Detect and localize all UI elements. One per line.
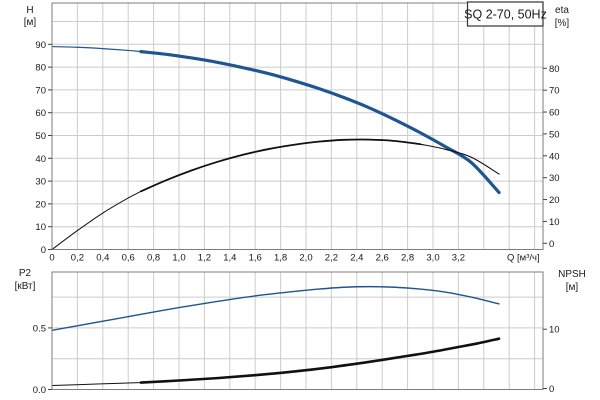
q-axis-label: Q [м³/ч] xyxy=(507,253,540,264)
plot-border xyxy=(51,2,544,250)
x-axis-tick-label: 0,8 xyxy=(147,253,160,264)
x-axis-tick-label: 2,8 xyxy=(401,253,414,264)
left-axis-tick-label: 0 xyxy=(41,245,46,256)
curve-H xyxy=(51,45,142,53)
x-axis-tick-label: 0,6 xyxy=(122,253,135,264)
x-axis-tick-label: 0 xyxy=(49,253,54,264)
eta-axis-label: eta xyxy=(555,5,569,16)
x-axis-tick-label: 1,2 xyxy=(198,253,211,264)
right-axis-tick-label: 70 xyxy=(549,86,560,97)
curves-layer xyxy=(51,45,501,387)
x-axis-tick-label: 2,2 xyxy=(325,253,338,264)
x-axis-tick-label: 0,4 xyxy=(96,253,109,264)
left-axis-tick-label: 10 xyxy=(35,222,46,233)
left-axis-tick-label: 20 xyxy=(35,199,46,210)
right-axis-tick-label: 0 xyxy=(549,239,554,250)
right-axis-tick-label: 10 xyxy=(549,217,560,228)
left-axis-tick-label: 30 xyxy=(35,177,46,188)
right-axis-tick-label: 10 xyxy=(549,325,560,336)
plot-frame-layer xyxy=(51,2,544,390)
left-axis-tick-label: 0.5 xyxy=(33,323,46,334)
right-axis-tick-label: 0 xyxy=(549,384,554,395)
eta-axis-unit: [%] xyxy=(555,18,570,29)
curve-H xyxy=(139,50,501,195)
x-axis-tick-label: 3,2 xyxy=(452,253,465,264)
x-axis-tick-label: 2,6 xyxy=(376,253,389,264)
left-axis-tick-label: 50 xyxy=(35,131,46,142)
left-axis-tick-label: 80 xyxy=(35,63,46,74)
chart-title: SQ 2-70, 50Hz xyxy=(464,8,547,22)
left-axis-tick-label: 0.0 xyxy=(33,385,46,396)
right-axis-tick-label: 80 xyxy=(549,64,560,75)
h-axis-unit: [м] xyxy=(24,17,37,28)
x-axis-tick-label: 2,4 xyxy=(350,253,363,264)
x-axis-tick-label: 1,8 xyxy=(274,253,287,264)
plot-border xyxy=(51,271,544,390)
right-axis-tick-label: 60 xyxy=(549,108,560,119)
curve-NPSH xyxy=(51,382,142,387)
x-axis-tick-label: 0,2 xyxy=(71,253,84,264)
p2-axis-label: P2 xyxy=(19,268,32,279)
title-box xyxy=(466,1,544,27)
tick-labels-layer: 0 10 20 30 40 50 60 70 80 90 0 10 20 30 40 50 60 70 80 0 0,2… xyxy=(33,40,560,396)
right-axis-tick-label: 20 xyxy=(549,195,560,206)
x-axis-tick-label: 3,0 xyxy=(426,253,439,264)
h-axis-label: H xyxy=(26,5,33,16)
curve-P2 xyxy=(51,285,500,332)
curve-eta xyxy=(419,143,500,175)
x-axis-tick-label: 1,6 xyxy=(249,253,262,264)
left-axis-tick-label: 40 xyxy=(35,154,46,165)
left-axis-tick-label: 60 xyxy=(35,108,46,119)
right-axis-tick-label: 40 xyxy=(549,151,560,162)
x-axis-tick-label: 1,0 xyxy=(172,253,185,264)
curve-eta xyxy=(51,190,142,250)
x-axis-tick-label: 1,4 xyxy=(223,253,236,264)
right-axis-tick-label: 50 xyxy=(549,129,560,140)
curve-NPSH xyxy=(139,337,501,384)
right-axis-tick-label: 30 xyxy=(549,173,560,184)
npsh-axis-unit: [м] xyxy=(566,282,579,293)
gridlines-layer xyxy=(52,3,543,390)
npsh-axis-label: NPSH xyxy=(558,269,586,280)
x-axis-tick-label: 2,0 xyxy=(299,253,312,264)
p2-axis-unit: [кВт] xyxy=(15,281,36,292)
curve-eta xyxy=(140,138,422,193)
left-axis-tick-label: 70 xyxy=(35,85,46,96)
left-axis-tick-label: 90 xyxy=(35,40,46,51)
